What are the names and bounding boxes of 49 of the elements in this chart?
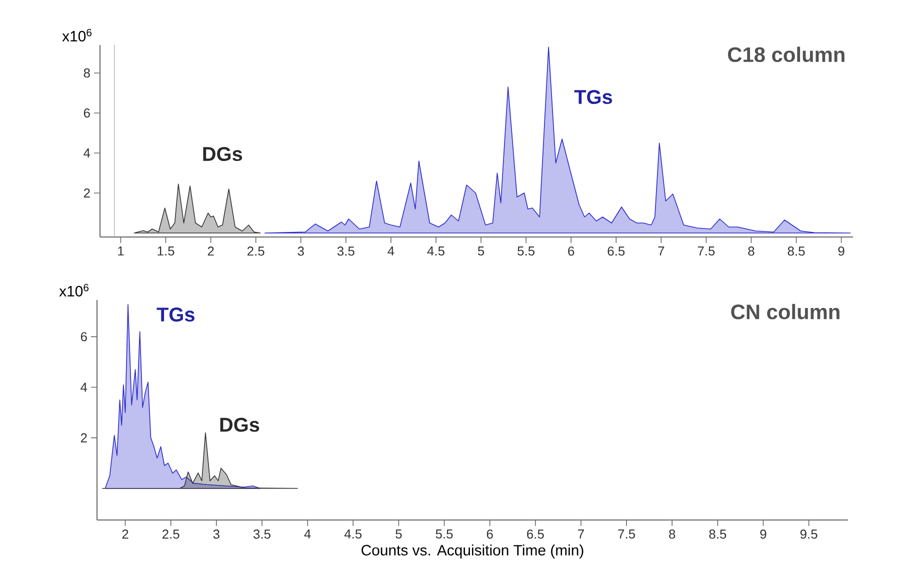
x-tick-label: 6 — [568, 246, 574, 256]
x-tick-label: 3.5 — [337, 246, 354, 256]
y-tick-label: 2 — [84, 188, 90, 198]
x-tick-label: 8.5 — [788, 246, 805, 256]
x-tick-label: 6 — [486, 530, 493, 539]
chart-title: C18 column — [728, 46, 844, 62]
x-tick-label: 4.5 — [427, 246, 444, 256]
x-tick-label: 7.5 — [698, 246, 715, 256]
x-tick-label: 6.5 — [527, 530, 544, 539]
y-tick-label: 4 — [84, 148, 90, 158]
x-tick-label: 8 — [669, 530, 676, 539]
x-tick-label: 9 — [760, 530, 766, 539]
x-tick-label: 4.5 — [344, 530, 362, 539]
x-tick-label: 7 — [658, 246, 664, 256]
x-tick-label: 1.5 — [158, 246, 174, 256]
series-label: DGs — [220, 418, 260, 432]
x-tick-label: 7.5 — [618, 530, 635, 539]
y-tick-label: 6 — [80, 332, 87, 342]
x-tick-label: 5 — [396, 530, 402, 539]
x-tick-label: 5.5 — [436, 530, 453, 539]
series-label: DGs — [203, 146, 242, 162]
x-tick-label: 2 — [122, 530, 128, 539]
x-tick-label: 7 — [578, 530, 584, 538]
chart-title: CN column — [731, 304, 840, 320]
x-tick-label: 4 — [304, 530, 311, 538]
x-tick-label: 2 — [208, 246, 214, 256]
series-label: TGs — [574, 90, 612, 104]
x-tick-label: 8.5 — [709, 530, 726, 539]
y-tick-label: 4 — [80, 382, 88, 392]
x-tick-label: 2.5 — [247, 246, 264, 256]
y-axis-title: x10$^{6}$ — [59, 284, 89, 296]
series-label: TGs — [156, 308, 194, 322]
x-tick-label: 1 — [118, 246, 124, 256]
x-tick-label: 3.5 — [253, 530, 270, 539]
x-tick-label: 6.5 — [608, 246, 625, 256]
x-tick-label: 9 — [838, 246, 844, 256]
y-tick-label: 6 — [84, 108, 90, 118]
x-tick-label: 2.5 — [162, 530, 180, 539]
x-tick-label: 8 — [748, 246, 754, 256]
x-tick-label: 4 — [388, 246, 394, 256]
x-tick-label: 5.5 — [518, 246, 534, 256]
y-tick-label: 2 — [80, 433, 87, 442]
x-tick-label: 3 — [298, 246, 304, 256]
y-axis-title: x10$^{6}$ — [62, 28, 92, 42]
x-tick-label: 5 — [478, 246, 484, 256]
x-axis-title: Counts vs. Acquisition Time (min) — [362, 544, 584, 558]
x-tick-label: 9.5 — [800, 530, 818, 539]
y-tick-label: 8 — [84, 68, 90, 78]
x-tick-label: 3 — [213, 530, 220, 539]
